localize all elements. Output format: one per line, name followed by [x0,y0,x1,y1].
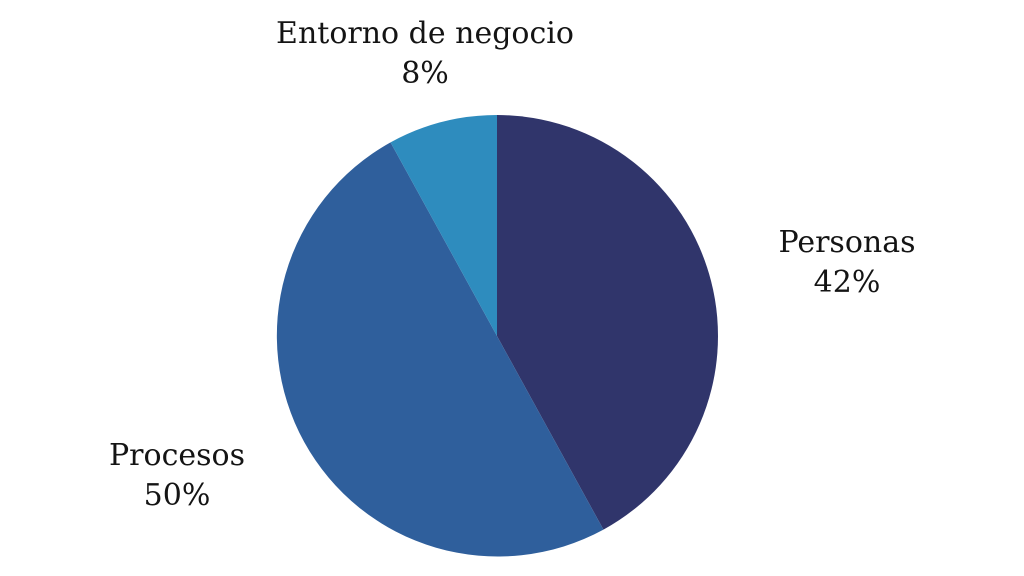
slice-label-percent: 8% [401,56,449,91]
slice-label-percent: 42% [813,265,881,300]
slice-label-percent: 50% [143,478,211,513]
slice-label-entorno-de-negocio: Entorno de negocio 8% [276,14,574,94]
pie-slice-procesos [276,142,604,557]
slice-label-name: Procesos [109,438,245,473]
pie-slice-entorno-de-negocio [390,115,497,336]
pie-slice-personas [497,115,718,530]
slice-label-personas: Personas 42% [779,223,916,303]
slice-label-name: Entorno de negocio [276,16,574,51]
slice-label-procesos: Procesos 50% [109,436,245,516]
slice-label-name: Personas [778,225,916,260]
